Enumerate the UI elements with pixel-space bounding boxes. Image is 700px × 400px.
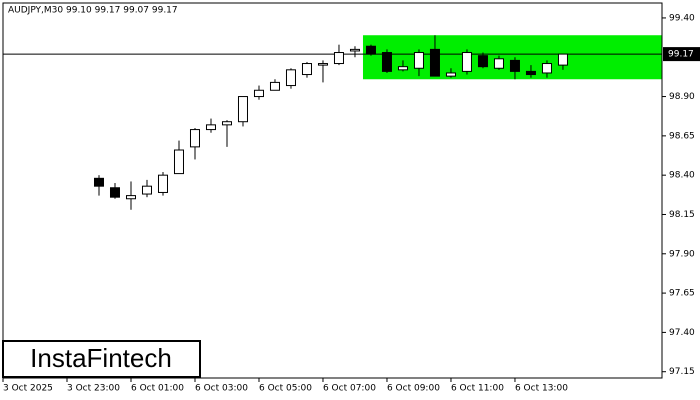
- candle-body: [253, 89, 264, 98]
- logo: InstaFintech: [30, 343, 172, 373]
- x-tick-label: 3 Oct 23:00: [67, 384, 120, 394]
- candle-body: [461, 52, 472, 72]
- candle-body: [141, 185, 152, 195]
- x-tick-label: 3 Oct 2025: [3, 384, 53, 394]
- y-tick-label: 98.90: [669, 92, 695, 102]
- y-tick-label: 97.65: [669, 289, 695, 299]
- y-tick-label: 97.90: [669, 249, 695, 259]
- candle-body: [397, 66, 408, 71]
- x-tick-label: 6 Oct 13:00: [515, 384, 568, 394]
- candle-body: [493, 58, 504, 69]
- y-tick-label: 98.15: [669, 210, 695, 220]
- candle-body: [285, 69, 296, 87]
- price-label: 99.17: [668, 50, 694, 60]
- x-tick-label: 6 Oct 07:00: [323, 384, 376, 394]
- candle-body: [333, 52, 344, 65]
- candle-body: [157, 174, 168, 193]
- candle-body: [237, 96, 248, 123]
- candle-body: [413, 52, 424, 69]
- candle-body: [429, 48, 440, 77]
- candle-body: [349, 48, 360, 52]
- candle-body: [509, 59, 520, 72]
- pattern-zone: [362, 35, 662, 80]
- y-tick-label: 99.40: [669, 13, 695, 23]
- x-tick-label: 6 Oct 11:00: [451, 384, 504, 394]
- x-tick-label: 6 Oct 01:00: [131, 384, 184, 394]
- x-tick-label: 6 Oct 03:00: [195, 384, 248, 394]
- logo-box: [2, 340, 201, 378]
- x-tick-label: 6 Oct 09:00: [387, 384, 440, 394]
- y-tick-label: 97.40: [669, 328, 695, 338]
- candle-body: [301, 63, 312, 76]
- y-tick-label: 97.15: [669, 367, 695, 377]
- y-tick-label: 98.65: [669, 131, 695, 141]
- candle-body: [445, 72, 456, 77]
- price-box: [663, 47, 700, 62]
- x-tick-label: 6 Oct 05:00: [259, 384, 312, 394]
- candle-body: [221, 121, 232, 126]
- candle-body: [93, 177, 104, 187]
- chart-title: AUDJPY,M30 99.10 99.17 99.07 99.17: [8, 6, 178, 16]
- candle-body: [189, 129, 200, 148]
- candle-body: [125, 195, 136, 200]
- candle-body: [541, 63, 552, 74]
- candle-body: [557, 53, 568, 66]
- candle-body: [317, 63, 328, 66]
- candle-body: [525, 70, 536, 76]
- candle-body: [269, 81, 280, 91]
- candle-body: [381, 52, 392, 72]
- candle-body: [477, 55, 488, 68]
- y-tick-label: 98.40: [669, 171, 695, 181]
- candle-body: [109, 187, 120, 198]
- candle-body: [365, 45, 376, 55]
- candle-body: [205, 124, 216, 131]
- candle-body: [173, 149, 184, 175]
- plot-frame: [2, 2, 663, 379]
